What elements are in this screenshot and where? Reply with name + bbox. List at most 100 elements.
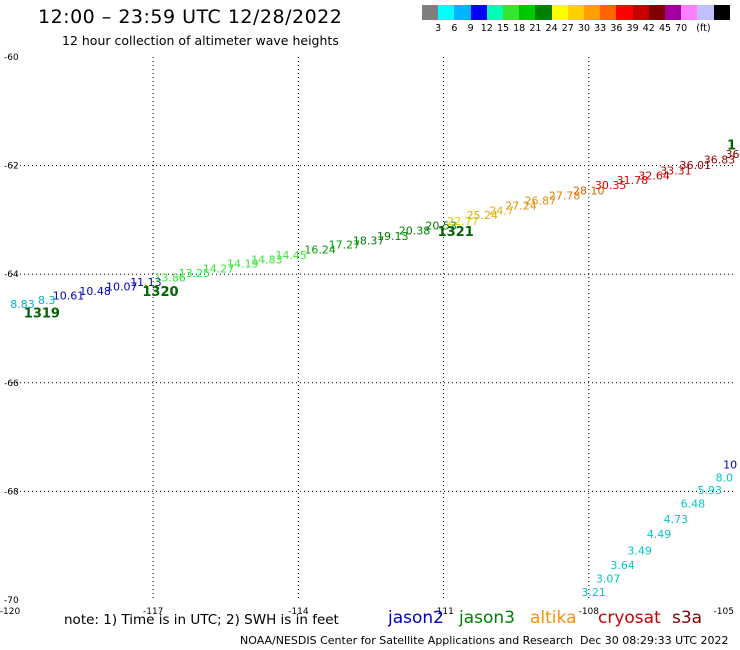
wave-height-label: 30.35	[595, 179, 627, 192]
hour-label: 1321	[438, 225, 474, 240]
wave-height-label: 14.45	[275, 249, 307, 262]
colorbar-label: 39	[626, 23, 639, 34]
wave-height-label: 20.53	[425, 220, 457, 233]
colorbar-label: 70	[675, 23, 688, 34]
wave-height-label: 36.83	[704, 153, 736, 166]
colorbar-label: (ft)	[696, 23, 711, 34]
wave-height-label: 10.07	[106, 280, 138, 293]
wave-height-label: 6.48	[681, 498, 706, 511]
satellite-legend-cryosat: cryosat	[598, 608, 661, 628]
colorbar-label: 24	[545, 23, 558, 34]
colorbar-swatch	[713, 5, 731, 20]
wave-height-label: 28.10	[573, 184, 605, 197]
colorbar-label: 9	[467, 23, 474, 34]
wave-height-label: 4.73	[664, 513, 689, 526]
satellite-legend-altika: altika	[530, 608, 577, 628]
wave-height-label: 8.0	[716, 472, 734, 485]
colorbar-swatch	[503, 5, 520, 20]
x-tick-label: -108	[579, 607, 600, 617]
wave-height-label: 10.61	[53, 290, 85, 303]
x-tick-label: -105	[714, 607, 734, 617]
colorbar-swatch	[486, 5, 504, 20]
colorbar-label: 33	[594, 23, 607, 34]
wave-height-label: 27.24	[505, 200, 537, 213]
colorbar-label: 30	[577, 23, 591, 34]
colorbar-label: 18	[513, 23, 526, 34]
colorbar-label: 42	[642, 23, 655, 34]
satellite-legend-s3a: s3a	[672, 608, 703, 628]
wave-height-label: 10.48	[79, 285, 111, 298]
wave-height-label: 24.7	[489, 204, 514, 217]
colorbar-label: 45	[658, 23, 672, 34]
page-title: 12:00 – 23:59 UTC 12/28/2022	[38, 6, 343, 28]
colorbar-swatch	[681, 5, 698, 20]
colorbar-label: 3	[435, 23, 442, 34]
colorbar-label: 6	[451, 23, 458, 34]
wave-height-label: 16.24	[304, 244, 336, 257]
page-subtitle: 12 hour collection of altimeter wave hei…	[62, 33, 339, 48]
colorbar-label: 36	[610, 23, 623, 34]
satellite-legend-jason3: jason3	[459, 608, 515, 628]
x-tick-label: -114	[288, 607, 309, 617]
colorbar-swatch	[519, 5, 536, 20]
wave-height-label: 4.49	[647, 528, 672, 541]
wave-height-label: 32.64	[638, 170, 670, 183]
units-note: note: 1) Time is in UTC; 2) SWH is in fe…	[64, 612, 339, 628]
wave-height-label: 13.25	[179, 267, 211, 280]
wave-height-label: 10	[723, 459, 737, 472]
wave-height-label: 19.13	[377, 230, 409, 243]
wave-height-label: 18.37	[353, 234, 385, 247]
colorbar-label: 21	[529, 23, 542, 34]
colorbar-swatch	[454, 5, 472, 20]
wave-height-label: 8.3	[38, 294, 56, 307]
colorbar-swatch	[551, 5, 569, 20]
hour-label: 1	[727, 138, 736, 153]
y-tick-label: -64	[4, 270, 19, 280]
y-tick-label: -68	[4, 487, 19, 497]
wave-height-label: 3.21	[581, 586, 606, 599]
wave-height-label: 17.27	[329, 239, 361, 252]
colorbar-swatch	[470, 5, 488, 20]
wave-height-label: 3.07	[596, 573, 621, 586]
wave-height-label: 36.01	[680, 159, 712, 172]
colorbar-swatch	[665, 5, 682, 20]
colorbar-swatch	[648, 5, 666, 20]
colorbar-swatch	[438, 5, 455, 20]
colorbar-label: 12	[480, 23, 493, 34]
wave-height-label: 3.49	[627, 544, 652, 557]
x-tick-label: -111	[433, 607, 453, 617]
y-tick-label: -66	[4, 379, 19, 389]
y-tick-label: -62	[4, 162, 19, 172]
colorbar-swatch	[632, 5, 650, 20]
wave-height-label: 14.27	[203, 263, 235, 276]
y-tick-label: -70	[4, 596, 19, 606]
wave-height-label: 14.19	[227, 258, 259, 271]
wave-height-label: 26.87	[525, 195, 557, 208]
colorbar-label: 15	[496, 23, 510, 34]
colorbar-swatch	[422, 5, 439, 20]
wave-height-label: 11.13	[130, 276, 162, 289]
wave-height-label: 22.77	[447, 215, 479, 228]
wave-height-label: 31.78	[617, 174, 649, 187]
colorbar-swatch	[584, 5, 601, 20]
hour-label: 1319	[24, 307, 60, 322]
colorbar-label: 27	[561, 23, 574, 34]
colorbar-swatch	[600, 5, 617, 20]
footer-timestamp: Dec 30 08:29:33 UTC 2022	[580, 634, 729, 647]
y-tick-label: -60	[4, 53, 19, 63]
wave-height-label: 14.83	[251, 253, 283, 266]
wave-height-label: 20.38	[399, 225, 431, 238]
wave-height-label: 27.78	[549, 189, 581, 202]
wave-height-label: 36.00	[726, 148, 740, 161]
colorbar-swatch	[535, 5, 553, 20]
wave-height-label: 8.83	[10, 298, 35, 311]
satellite-legend-jason2: jason2	[388, 608, 444, 628]
x-tick-label: -117	[143, 607, 163, 617]
colorbar-swatch	[567, 5, 585, 20]
colorbar-swatch	[697, 5, 715, 20]
wave-height-label: 33.31	[660, 164, 692, 177]
footer-credit: NOAA/NESDIS Center for Satellite Applica…	[240, 634, 574, 647]
wave-height-label: 5.93	[698, 484, 723, 497]
wave-height-label: 13.86	[154, 271, 186, 284]
